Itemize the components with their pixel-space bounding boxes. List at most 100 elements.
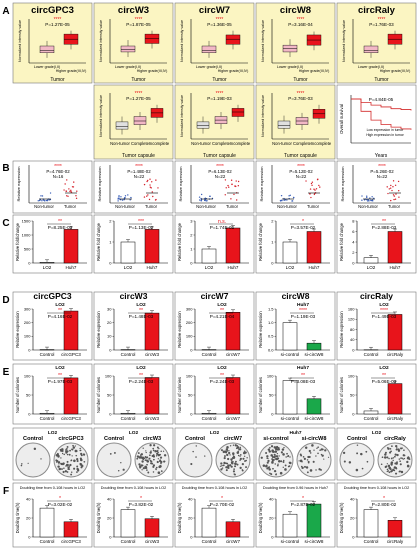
row-e-bar <box>120 412 136 415</box>
colony-dish <box>377 442 413 478</box>
row-b-point-non <box>361 195 363 197</box>
colony-spot <box>223 455 226 458</box>
colony-spot <box>156 460 159 464</box>
survival-pval: P=4.84E-05 <box>369 97 394 102</box>
row-b-point-non <box>368 200 370 202</box>
colony-spot <box>21 463 23 465</box>
row-a-panel-bg <box>12 2 93 84</box>
colony-spot <box>163 460 166 463</box>
colony-spot <box>316 447 318 450</box>
colony-spot <box>386 463 388 465</box>
colony-spot <box>395 444 398 448</box>
row-a2-cat-comp: Complete <box>131 141 150 146</box>
row-a-ylabel: Normalized intensity value <box>99 20 103 62</box>
colony-spot <box>145 451 147 454</box>
colony-spot <box>160 450 162 452</box>
colony-spot <box>159 456 163 459</box>
row-d-title: circW7 <box>201 291 229 301</box>
row-b-point-tumor <box>151 181 153 183</box>
colony-spot <box>227 457 230 461</box>
row-b-point-tumor <box>75 195 77 197</box>
row-b-point-tumor <box>397 190 400 192</box>
colony-spot <box>311 444 314 447</box>
colony-spot <box>400 457 402 459</box>
colony-spot <box>228 450 230 452</box>
row-b-point-non <box>370 199 373 202</box>
row-f-ytick-label: 40 <box>188 496 193 501</box>
colony-spot <box>288 465 291 467</box>
row-b-point-non <box>129 199 131 201</box>
row-b-cat-tumor: Tumor <box>388 204 401 209</box>
colony-spot <box>289 461 292 465</box>
colony-spot <box>380 463 383 466</box>
row-d-stars: **** <box>380 308 388 314</box>
colony-spot <box>58 467 62 471</box>
colony-spot <box>246 457 248 459</box>
colony-spot <box>391 445 393 447</box>
row-e-bar <box>363 410 379 415</box>
row-d-ytick-label: 80 <box>350 327 355 332</box>
colony-spot <box>155 455 158 457</box>
row-b-panel-bg <box>255 160 336 214</box>
row-b-cat-tumor: Tumor <box>64 204 77 209</box>
colony-spot <box>272 467 274 470</box>
row-d-cell: Huh7 <box>297 302 309 308</box>
row-c-ytick-label: 0 <box>271 260 274 265</box>
colony-spot <box>232 452 235 456</box>
row-f-ytick-label: 0 <box>190 534 193 539</box>
colony-spot <box>225 448 228 451</box>
colony-spot <box>66 446 69 448</box>
colony-spot <box>309 469 313 472</box>
row-e-cell: LO2 <box>217 365 227 371</box>
colony-spot <box>227 466 230 470</box>
row-b-point-tumor <box>65 190 67 192</box>
colony-spot <box>300 465 303 468</box>
row-b-point-non <box>363 199 366 201</box>
colony-spot <box>72 446 76 449</box>
colony-spot <box>327 456 330 458</box>
row-a-xgroup: Tumor <box>131 77 146 83</box>
row-c-stars: ** <box>382 219 386 225</box>
row-b-point-tumor <box>149 178 151 180</box>
row-c-pval: P=3.57E-02 <box>291 225 316 230</box>
row-a-cat-low: Lower grade(I,II) <box>196 65 222 69</box>
colony-spot <box>156 452 159 455</box>
colony-spot <box>113 451 116 454</box>
row-b-n: N=22 <box>377 174 388 179</box>
row-f-stars: * <box>140 496 142 502</box>
row-b-point-tumor <box>395 193 397 195</box>
row-b-panel-bg <box>93 160 174 214</box>
colony-spot <box>235 460 237 463</box>
colony-spot <box>276 464 279 467</box>
row-f-cat-label: circW3 <box>145 539 159 544</box>
row-e-ytick-label: 50 <box>269 392 274 397</box>
row-c-bar <box>120 241 136 264</box>
colony-spot <box>304 465 306 468</box>
colony-spot <box>286 452 288 455</box>
row-e-ylabel: Number of colonies <box>15 377 20 413</box>
row-f-bar <box>282 513 298 538</box>
row-b-point-non <box>118 197 120 199</box>
row-d-cat-label: Control <box>121 352 136 357</box>
dish-cell: LO2 <box>210 430 220 436</box>
colony-spot <box>83 460 86 463</box>
row-c-ytick-label: 0 <box>109 260 112 265</box>
colony-spot <box>82 465 84 467</box>
row-f-cat-label: Control <box>364 539 379 544</box>
row-a-xgroup: Tumor <box>50 77 65 83</box>
row-b-point-non <box>123 197 126 200</box>
colony-spot <box>190 462 193 466</box>
colony-spot <box>392 459 394 462</box>
row-b-point-tumor <box>230 198 232 200</box>
row-c-ytick-label: 2 <box>271 218 274 223</box>
colony-spot <box>307 455 310 459</box>
row-b-point-tumor <box>72 186 75 188</box>
colony-spot <box>157 471 161 474</box>
row-a-box-low <box>120 45 136 53</box>
colony-spot <box>306 459 309 461</box>
row-b-point-tumor <box>73 181 75 183</box>
row-a2-pval: P=1.19E-03 <box>207 96 232 101</box>
colony-spot <box>232 460 234 463</box>
colony-spot <box>152 447 155 450</box>
row-b-point-tumor <box>228 186 230 188</box>
